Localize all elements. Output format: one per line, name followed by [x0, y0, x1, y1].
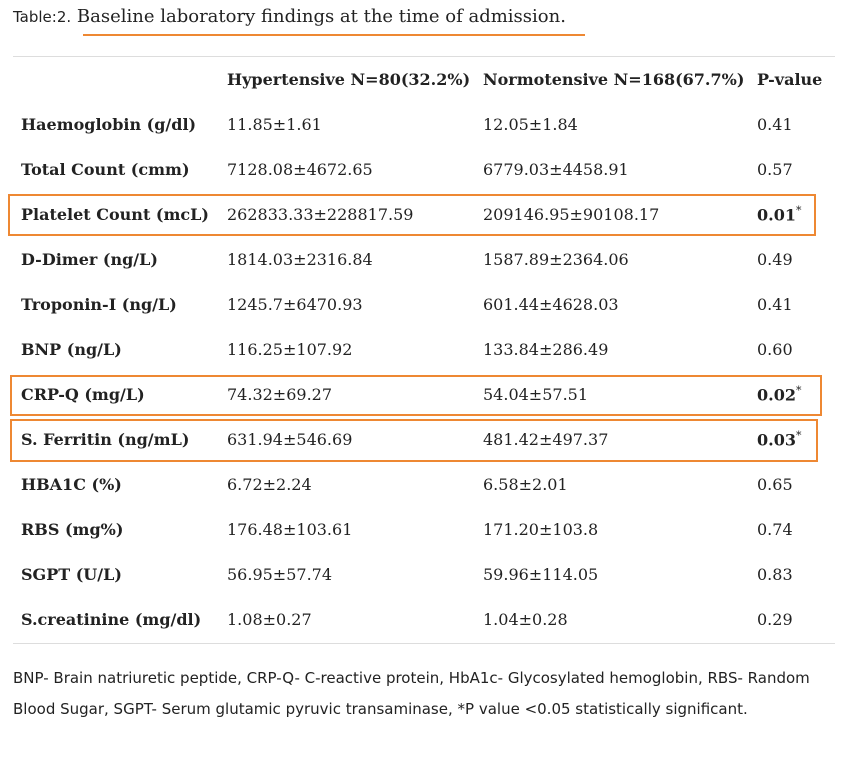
p-value: 0.41: [757, 115, 793, 134]
row-label: D-Dimer (ng/L): [21, 250, 158, 269]
normotensive-value: 59.96±114.05: [483, 565, 599, 584]
p-value-cell: 0.29: [749, 597, 835, 642]
p-value-cell: 0.65: [749, 462, 835, 507]
normotensive-value: 133.84±286.49: [483, 340, 609, 359]
table-header-row: Hypertensive N=80(32.2%) Normotensive N=…: [13, 57, 835, 102]
significance-star: *: [795, 204, 802, 218]
p-value-cell: 0.03*: [749, 417, 835, 462]
table-caption: Table:2. Baseline laboratory findings at…: [13, 6, 566, 27]
p-value-cell: 0.41: [749, 102, 835, 147]
hypertensive-value: 116.25±107.92: [227, 340, 353, 359]
hypertensive-value: 631.94±546.69: [227, 430, 353, 449]
normotensive-value: 171.20±103.8: [483, 520, 599, 539]
table-row: RBS (mg%) 176.48±103.61 171.20±103.8 0.74: [13, 507, 835, 552]
p-value-cell: 0.02*: [749, 372, 835, 417]
p-value: 0.02: [757, 385, 796, 405]
p-value: 0.60: [757, 340, 793, 359]
p-value-cell: 0.60: [749, 327, 835, 372]
hypertensive-value: 74.32±69.27: [227, 385, 333, 404]
hypertensive-value: 56.95±57.74: [227, 565, 333, 584]
p-value: 0.41: [757, 295, 793, 314]
table-row: HBA1C (%) 6.72±2.24 6.58±2.01 0.65: [13, 462, 835, 507]
lab-findings-table: Hypertensive N=80(32.2%) Normotensive N=…: [13, 57, 835, 642]
p-value-cell: 0.57: [749, 147, 835, 192]
normotensive-value: 209146.95±90108.17: [483, 205, 660, 224]
hypertensive-value: 176.48±103.61: [227, 520, 353, 539]
table-row: SGPT (U/L) 56.95±57.74 59.96±114.05 0.83: [13, 552, 835, 597]
table-footnote: BNP- Brain natriuretic peptide, CRP-Q- C…: [13, 669, 810, 718]
row-label: Troponin-I (ng/L): [21, 295, 177, 314]
hypertensive-value: 1245.7±6470.93: [227, 295, 363, 314]
hypertensive-value: 7128.08±4672.65: [227, 160, 373, 179]
row-label: RBS (mg%): [21, 520, 124, 539]
p-value: 0.74: [757, 520, 793, 539]
header-blank: [13, 57, 219, 102]
normotensive-value: 601.44±4628.03: [483, 295, 619, 314]
p-value: 0.65: [757, 475, 793, 494]
row-label: Haemoglobin (g/dl): [21, 115, 197, 134]
hypertensive-value: 262833.33±228817.59: [227, 205, 414, 224]
table-row: S.creatinine (mg/dl) 1.08±0.27 1.04±0.28 0.…: [13, 597, 835, 642]
p-value: 0.03: [757, 430, 796, 450]
table-row: Platelet Count (mcL) 262833.33±228817.59 2…: [13, 192, 835, 237]
table-row: S. Ferritin (ng/mL) 631.94±546.69 481.42±4…: [13, 417, 835, 462]
p-value: 0.57: [757, 160, 793, 179]
p-value-cell: 0.01*: [749, 192, 835, 237]
table-top-rule: [13, 56, 835, 57]
table-row: Total Count (cmm) 7128.08±4672.65 6779.03±…: [13, 147, 835, 192]
row-label: S.creatinine (mg/dl): [21, 610, 202, 629]
normotensive-value: 6779.03±4458.91: [483, 160, 629, 179]
table-row: D-Dimer (ng/L) 1814.03±2316.84 1587.89±236…: [13, 237, 835, 282]
highlight-crp-row: [10, 375, 822, 416]
normotensive-value: 481.42±497.37: [483, 430, 609, 449]
table-row: CRP-Q (mg/L) 74.32±69.27 54.04±57.51 0.02*: [13, 372, 835, 417]
highlight-ferritin-row: [10, 419, 818, 462]
p-value-cell: 0.83: [749, 552, 835, 597]
caption-underline: [83, 34, 585, 36]
row-label: Total Count (cmm): [21, 160, 190, 179]
p-value-cell: 0.49: [749, 237, 835, 282]
hypertensive-value: 11.85±1.61: [227, 115, 322, 134]
row-label: S. Ferritin (ng/mL): [21, 430, 190, 449]
p-value: 0.29: [757, 610, 793, 629]
significance-star: *: [795, 429, 802, 443]
p-value: 0.01: [757, 205, 796, 225]
row-label: BNP (ng/L): [21, 340, 122, 359]
p-value: 0.83: [757, 565, 793, 584]
normotensive-value: 6.58±2.01: [483, 475, 568, 494]
header-hypertensive: Hypertensive N=80(32.2%): [227, 70, 471, 89]
normotensive-value: 54.04±57.51: [483, 385, 589, 404]
row-label: HBA1C (%): [21, 475, 122, 494]
caption-prefix: Table:2.: [13, 8, 72, 26]
row-label: SGPT (U/L): [21, 565, 122, 584]
hypertensive-value: 1.08±0.27: [227, 610, 312, 629]
caption-title: Baseline laboratory findings at the time…: [76, 6, 566, 27]
row-label: Platelet Count (mcL): [21, 205, 209, 224]
highlight-platelet-row: [8, 194, 816, 236]
hypertensive-value: 1814.03±2316.84: [227, 250, 373, 269]
table-bottom-rule: [13, 643, 835, 644]
row-label: CRP-Q (mg/L): [21, 385, 145, 404]
significance-star: *: [795, 384, 802, 398]
p-value-cell: 0.41: [749, 282, 835, 327]
hypertensive-value: 6.72±2.24: [227, 475, 312, 494]
table-row: Troponin-I (ng/L) 1245.7±6470.93 601.44±46…: [13, 282, 835, 327]
header-normotensive: Normotensive N=168(67.7%): [483, 70, 745, 89]
header-p-value: P-value: [757, 70, 823, 89]
p-value-cell: 0.74: [749, 507, 835, 552]
table-row: BNP (ng/L) 116.25±107.92 133.84±286.49 0.60: [13, 327, 835, 372]
normotensive-value: 12.05±1.84: [483, 115, 578, 134]
table-row: Haemoglobin (g/dl) 11.85±1.61 12.05±1.84 0.…: [13, 102, 835, 147]
normotensive-value: 1587.89±2364.06: [483, 250, 629, 269]
p-value: 0.49: [757, 250, 793, 269]
normotensive-value: 1.04±0.28: [483, 610, 568, 629]
